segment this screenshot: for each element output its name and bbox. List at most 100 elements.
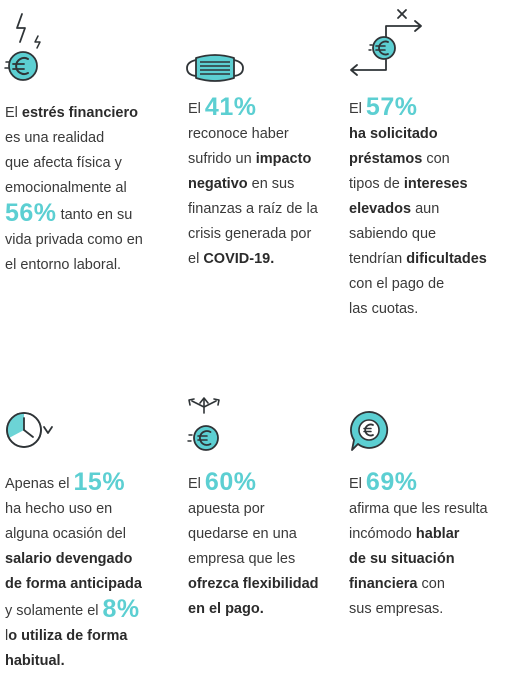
text-line: es una realidad — [5, 126, 143, 151]
text-line: préstamos con — [349, 147, 487, 172]
text-line: quedarse en una — [188, 522, 319, 547]
text-segment: sabiendo que — [349, 226, 437, 242]
text-segment: con el pago de — [349, 276, 445, 292]
text-segment: con — [422, 151, 450, 167]
text-line: sufrido un impacto — [188, 147, 318, 172]
bold-text: intereses — [403, 176, 468, 192]
percentage-highlight: 60% — [204, 468, 257, 496]
text-line: negativo en sus — [188, 172, 318, 197]
bold-text: de forma anticipada — [5, 576, 142, 592]
text-segment: crisis generada por — [188, 226, 312, 242]
text-segment: l — [5, 628, 9, 644]
text-line: ha hecho uso en — [5, 497, 142, 522]
text-line: salario devengado — [5, 547, 142, 572]
bold-text: de su situación — [349, 551, 455, 567]
text-line: apuesta por — [188, 497, 319, 522]
text-segment: aun — [411, 201, 440, 217]
stat-card-text: El 57% ha solicitado préstamos con tipos de… — [349, 95, 487, 322]
text-segment: las cuotas. — [349, 301, 419, 317]
percentage-highlight: 56% — [5, 199, 57, 227]
bold-text: financiera — [349, 576, 418, 592]
text-line: con el pago de — [349, 272, 487, 297]
text-line: finanzas a raíz de la — [188, 197, 318, 222]
face-mask-icon — [184, 50, 246, 86]
text-line: el COVID-19. — [188, 247, 318, 272]
text-segment: El — [188, 476, 205, 492]
text-line: el entorno laboral. — [5, 253, 143, 278]
text-segment: es una realidad — [5, 130, 105, 146]
text-segment: vida privada como en — [5, 232, 143, 248]
euro-coin-directions-icon — [184, 393, 240, 455]
text-segment: tipos de — [349, 176, 404, 192]
text-line: ofrezca flexibilidad — [188, 572, 319, 597]
text-line: vida privada como en — [5, 228, 143, 253]
text-line: elevados aun — [349, 197, 487, 222]
text-line: incómodo hablar — [349, 522, 488, 547]
text-line: El 41% — [188, 95, 318, 122]
bold-text: negativo — [188, 176, 248, 192]
stat-card-text: El 41% reconoce haber sufrido un impacto ne… — [188, 95, 318, 272]
percentage-highlight: 8% — [102, 595, 140, 623]
text-line: lo utiliza de forma — [5, 624, 142, 649]
text-segment: empresa que les — [188, 551, 296, 567]
text-line: ha solicitado — [349, 122, 487, 147]
text-line: emocionalmente al — [5, 176, 143, 201]
bold-text: elevados — [349, 201, 412, 217]
bold-text: préstamos — [349, 151, 423, 167]
text-line: y solamente el 8% — [5, 597, 142, 624]
text-line: que afecta física y — [5, 151, 143, 176]
text-line: sabiendo que — [349, 222, 487, 247]
bold-text: salario devengado — [5, 551, 133, 567]
text-segment: con — [417, 576, 445, 592]
bold-text: ha solicitado — [349, 126, 438, 142]
bold-text: dificultades — [406, 251, 487, 267]
text-line: El 69% — [349, 470, 488, 497]
text-segment: El — [5, 105, 22, 121]
text-line: El 57% — [349, 95, 487, 122]
text-line: reconoce haber — [188, 122, 318, 147]
text-line: empresa que les — [188, 547, 319, 572]
text-segment: que afecta física y — [5, 155, 122, 171]
text-segment: finanzas a raíz de la — [188, 201, 318, 217]
text-segment: tanto en su — [56, 207, 133, 223]
bold-text: en el pago. — [188, 601, 264, 617]
text-segment: afirma que les resulta — [349, 501, 488, 517]
text-segment: tendrían — [349, 251, 407, 267]
bold-text: o utiliza de forma — [8, 628, 128, 644]
bold-text: hablar — [415, 526, 460, 542]
percentage-highlight: 57% — [365, 93, 418, 121]
text-segment: en sus — [247, 176, 295, 192]
text-line: financiera con — [349, 572, 488, 597]
text-line: sus empresas. — [349, 597, 488, 622]
text-segment: y solamente el — [5, 603, 103, 619]
text-line: tipos de intereses — [349, 172, 487, 197]
stat-card-text: El 60% apuesta por quedarse en una empresa … — [188, 470, 319, 622]
bold-text: COVID-19. — [203, 251, 275, 267]
text-line: de su situación — [349, 547, 488, 572]
bold-text: ofrezca flexibilidad — [188, 576, 319, 592]
text-line: las cuotas. — [349, 297, 487, 322]
percentage-highlight: 15% — [73, 468, 126, 496]
text-segment: incómodo — [349, 526, 416, 542]
text-line: El estrés financiero — [5, 101, 143, 126]
clock-icon — [0, 408, 56, 454]
text-line: habitual. — [5, 649, 142, 674]
text-segment: Apenas el — [5, 476, 74, 492]
percentage-highlight: 69% — [365, 468, 418, 496]
text-segment: El — [349, 476, 366, 492]
text-segment: ha hecho uso en — [5, 501, 113, 517]
text-line: El 60% — [188, 470, 319, 497]
text-segment: el — [188, 251, 204, 267]
text-line: de forma anticipada — [5, 572, 142, 597]
stat-card-text: El estrés financiero es una realidad que a… — [5, 101, 143, 278]
euro-speech-bubble-icon — [346, 408, 396, 458]
text-segment: quedarse en una — [188, 526, 297, 542]
text-line: crisis generada por — [188, 222, 318, 247]
text-segment: sus empresas. — [349, 601, 444, 617]
bold-text: habitual. — [5, 653, 65, 669]
euro-coin-exchange-icon — [346, 6, 426, 82]
text-segment: El — [188, 101, 205, 117]
text-segment: reconoce haber — [188, 126, 289, 142]
text-segment: alguna ocasión del — [5, 526, 126, 542]
text-line: alguna ocasión del — [5, 522, 142, 547]
